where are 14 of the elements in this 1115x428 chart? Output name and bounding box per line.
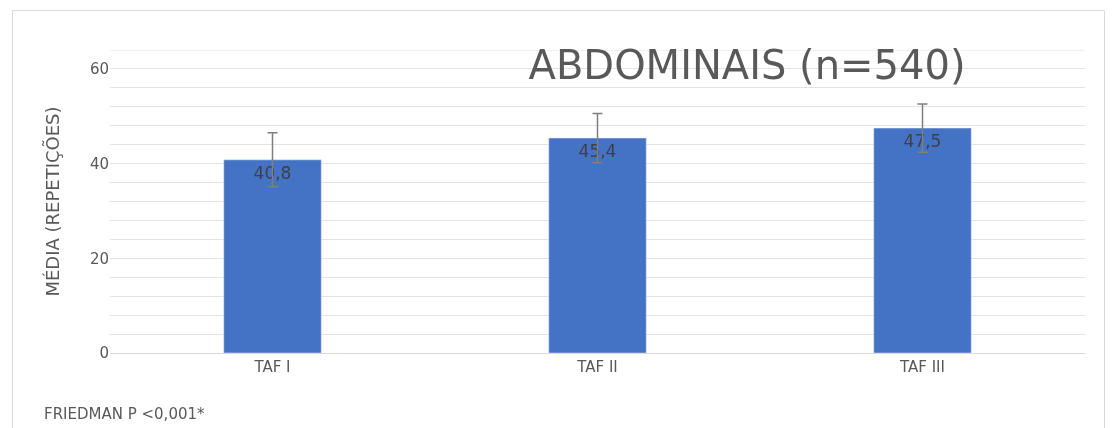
x-tick-label: TAF I [253,358,291,376]
bar [223,159,322,353]
bar [873,127,972,353]
chart-title: ABDOMINAIS (n=540) [528,42,966,89]
x-tick-label: TAF II [576,358,618,376]
y-tick-label: 40 [89,154,109,173]
x-tick-label: TAF III [899,358,945,376]
y-axis-title: MÉDIA (REPETIÇÕES) [42,106,64,297]
y-tick-label: 0 [99,344,109,363]
y-tick-label: 60 [89,60,109,79]
text: FRIEDMAN P <0,001* [44,405,206,423]
y-tick-label: 20 [89,249,109,268]
data-label: 47,5 [903,131,942,152]
bar [548,137,647,353]
